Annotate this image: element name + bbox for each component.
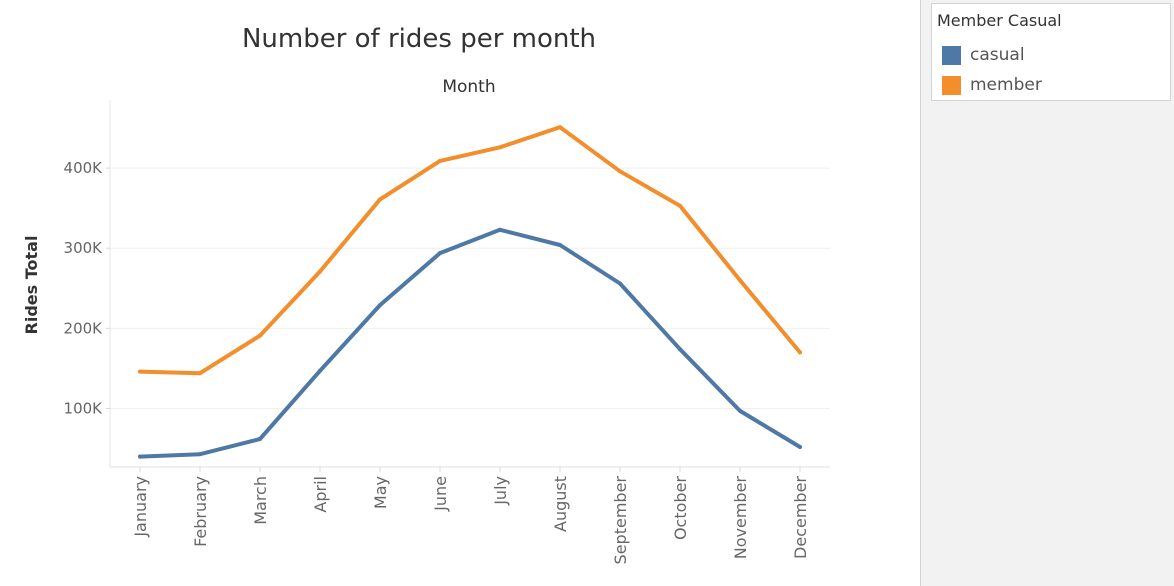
chart-pane: Number of rides per month Month Rides To… xyxy=(0,0,921,586)
x-tick-label: January xyxy=(131,476,150,538)
data-point-casual-july[interactable] xyxy=(498,227,502,232)
grid-lines xyxy=(110,167,830,410)
legend-swatch-member xyxy=(942,76,961,95)
data-point-casual-april[interactable] xyxy=(318,368,322,373)
legend: Member Casual casual member xyxy=(931,3,1171,101)
data-point-casual-october[interactable] xyxy=(678,347,682,352)
data-point-member-july[interactable] xyxy=(498,145,502,150)
x-tick-label: April xyxy=(311,476,330,513)
x-tick-label: October xyxy=(671,476,690,540)
data-point-member-may[interactable] xyxy=(378,197,382,202)
y-axis-title: Rides Total xyxy=(22,236,41,335)
data-point-member-october[interactable] xyxy=(678,203,682,208)
y-tick-label: 200K xyxy=(64,319,104,337)
data-point-casual-november[interactable] xyxy=(738,408,742,413)
x-tick-label: March xyxy=(251,476,270,525)
x-tick-label: May xyxy=(371,476,390,509)
chart-title: Number of rides per month xyxy=(242,24,596,54)
x-tick-label: November xyxy=(731,476,750,560)
data-point-member-november[interactable] xyxy=(738,278,742,283)
x-tick-label: July xyxy=(491,476,510,506)
x-axis-ticks: January February March April May June July Augu… xyxy=(131,467,810,564)
data-point-member-december[interactable] xyxy=(798,350,802,355)
data-point-member-august[interactable] xyxy=(558,125,562,130)
y-axis-ticks: 100K 200K 300K 400K xyxy=(64,159,110,418)
y-tick-label: 400K xyxy=(64,159,104,177)
data-point-member-february[interactable] xyxy=(198,371,202,376)
data-point-member-march[interactable] xyxy=(258,333,262,338)
series-line-casual[interactable] xyxy=(138,227,802,459)
data-point-member-september[interactable] xyxy=(618,169,622,174)
x-tick-label: June xyxy=(431,476,450,512)
line-chart: Number of rides per month Month Rides To… xyxy=(22,24,830,564)
legend-swatch-casual xyxy=(942,46,961,65)
data-point-member-january[interactable] xyxy=(138,369,142,374)
legend-label-casual: casual xyxy=(970,45,1025,65)
data-point-member-april[interactable] xyxy=(318,269,322,274)
series-line-member[interactable] xyxy=(138,125,802,376)
data-point-casual-december[interactable] xyxy=(798,444,802,449)
y-tick-label: 100K xyxy=(64,400,104,418)
y-tick-label: 300K xyxy=(64,239,104,257)
data-point-casual-january[interactable] xyxy=(138,454,142,459)
data-point-casual-may[interactable] xyxy=(378,303,382,308)
x-tick-label: December xyxy=(791,476,810,559)
data-point-casual-august[interactable] xyxy=(558,243,562,248)
legend-title: Member Casual xyxy=(937,11,1062,30)
data-point-casual-march[interactable] xyxy=(258,436,262,441)
x-tick-label: September xyxy=(611,476,630,565)
data-point-casual-february[interactable] xyxy=(198,452,202,457)
x-tick-label: August xyxy=(551,476,570,532)
series-lines xyxy=(138,125,802,459)
x-tick-label: February xyxy=(191,476,210,547)
data-point-casual-september[interactable] xyxy=(618,281,622,286)
legend-label-member: member xyxy=(970,75,1042,95)
data-point-member-june[interactable] xyxy=(438,158,442,163)
column-header: Month xyxy=(442,77,495,97)
data-point-casual-june[interactable] xyxy=(438,251,442,256)
